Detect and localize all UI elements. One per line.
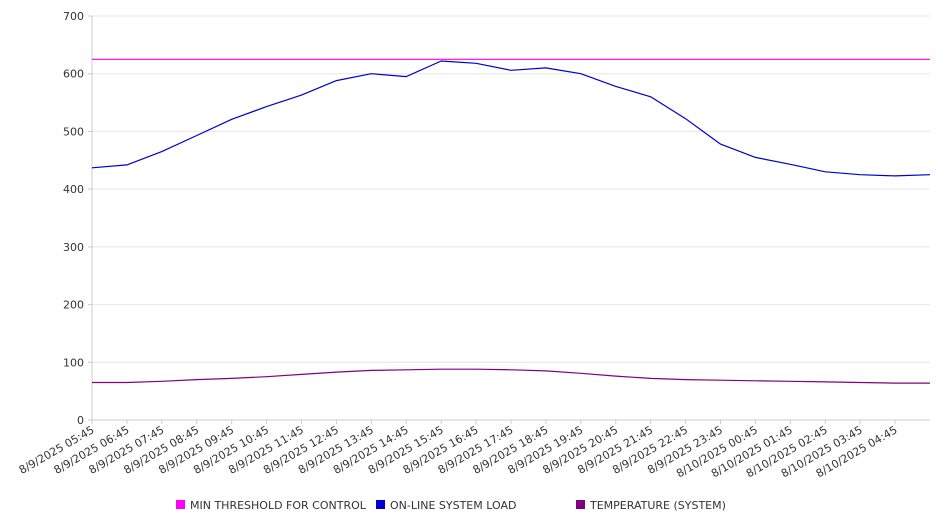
- y-tick-label-200: 200: [63, 299, 84, 312]
- series-lines: [91, 58, 931, 384]
- legend-swatch-2: [376, 500, 385, 509]
- gridlines: [92, 15, 930, 363]
- y-tick-label-100: 100: [63, 356, 84, 369]
- y-axis-ticks: 0 100 200 300 400 500 600 700: [63, 10, 92, 427]
- series-line-3: [92, 368, 930, 384]
- legend-label-1: MIN THRESHOLD FOR CONTROL: [190, 499, 367, 512]
- x-axis-ticks: 8/9/2025 05:458/9/2025 06:458/9/2025 07:…: [17, 420, 900, 480]
- y-tick-label-500: 500: [63, 125, 84, 138]
- y-tick-label-300: 300: [63, 241, 84, 254]
- y-tick-label-400: 400: [63, 183, 84, 196]
- y-tick-label-600: 600: [63, 68, 84, 81]
- legend: MIN THRESHOLD FOR CONTROL ON-LINE SYSTEM …: [176, 499, 726, 512]
- legend-label-2: ON-LINE SYSTEM LOAD: [390, 499, 516, 512]
- legend-label-3: TEMPERATURE (SYSTEM): [589, 499, 726, 512]
- y-tick-label-0: 0: [77, 414, 84, 427]
- y-tick-label-700: 700: [63, 10, 84, 23]
- legend-swatch-3: [576, 500, 585, 509]
- legend-swatch-1: [176, 500, 185, 509]
- series-line-2: [91, 60, 931, 177]
